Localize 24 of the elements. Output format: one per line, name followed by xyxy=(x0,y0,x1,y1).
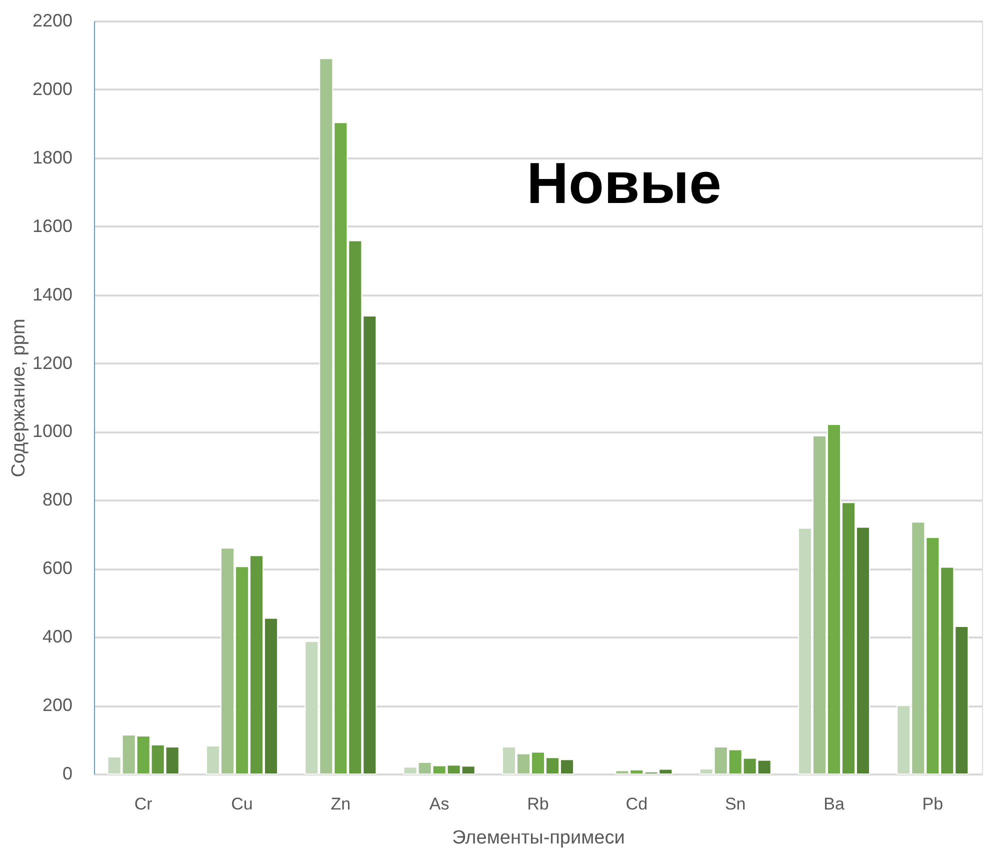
x-axis-title: Элементы-примеси xyxy=(452,828,625,848)
x-tick-label: Pb xyxy=(922,794,944,814)
y-tick-label: 1400 xyxy=(32,284,72,304)
y-tick-label: 1200 xyxy=(32,352,72,373)
y-tick-label: 600 xyxy=(42,558,72,578)
x-tick-label: Rb xyxy=(527,794,549,814)
x-tick-label: Cu xyxy=(231,794,253,814)
x-tick-label: As xyxy=(429,794,450,814)
x-tick-label: Zn xyxy=(330,794,351,814)
y-axis-title: Содержание, ppm xyxy=(8,318,30,478)
y-tick-label: 2200 xyxy=(32,10,72,30)
y-tick-label: 1800 xyxy=(32,147,72,168)
y-tick-label: 0 xyxy=(62,764,72,784)
y-tick-label: 1000 xyxy=(32,421,72,442)
annotation: Новые xyxy=(526,151,722,216)
y-tick-label: 200 xyxy=(42,695,72,716)
x-tick-label: Ba xyxy=(824,794,845,814)
y-tick-label: 400 xyxy=(42,626,72,647)
y-tick-label: 1600 xyxy=(32,216,72,236)
x-tick-label: Cd xyxy=(626,794,648,814)
x-tick-label: Sn xyxy=(724,794,746,814)
x-tick-label: Cr xyxy=(134,794,153,814)
y-tick-label: 800 xyxy=(42,490,72,510)
y-tick-label: 2000 xyxy=(32,78,72,99)
